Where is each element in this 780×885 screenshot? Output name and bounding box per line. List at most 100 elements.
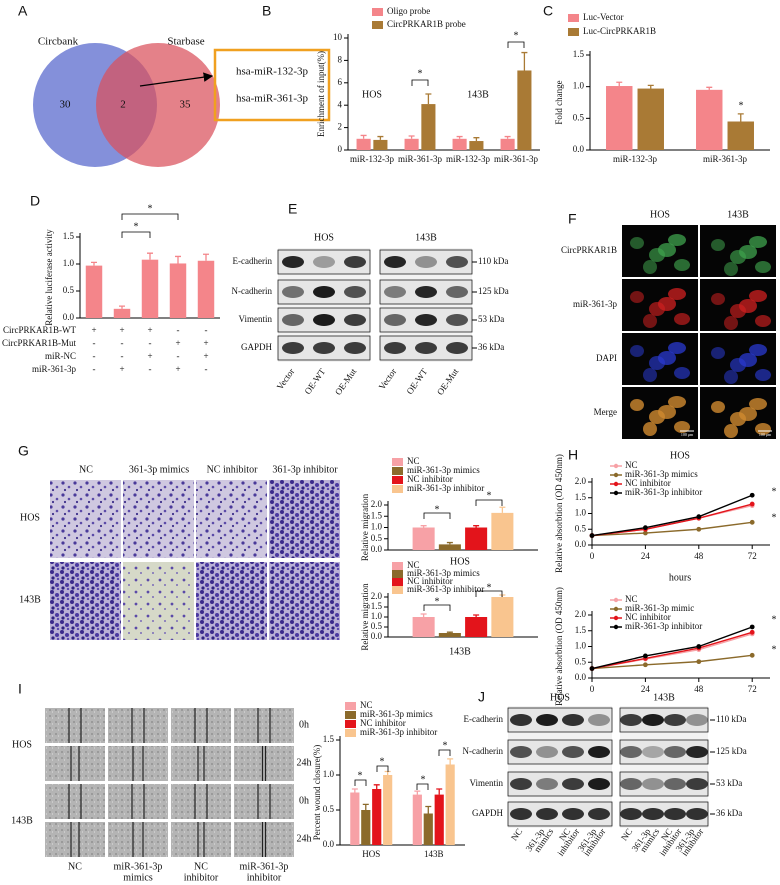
column-label: NC xyxy=(68,861,82,872)
legend-label: NC xyxy=(360,700,373,710)
annotation: * xyxy=(487,582,492,593)
panel-label: A xyxy=(18,3,28,19)
y-tick-label: 0 xyxy=(338,144,343,154)
treatment-mark: - xyxy=(205,325,208,335)
protein-label: N-cadherin xyxy=(232,286,273,296)
protein-label: N-cadherin xyxy=(463,746,504,756)
venn-right xyxy=(96,43,220,167)
legend-label: miR-361-3p inhibitor xyxy=(625,487,702,497)
treatment-mark: - xyxy=(149,338,152,348)
bar xyxy=(85,265,103,318)
annotation: 143B xyxy=(467,89,489,100)
panel-label: I xyxy=(18,681,22,697)
band xyxy=(313,286,335,298)
row-label: HOS xyxy=(12,739,32,750)
lane-label: OE-Mut xyxy=(435,366,461,397)
legend-label: NC inhibitor xyxy=(360,718,406,728)
panel-label: E xyxy=(288,201,297,217)
row-label: miR-NC xyxy=(45,351,76,361)
cell xyxy=(630,237,644,249)
protein-label: GAPDH xyxy=(472,808,504,818)
venn-count: 30 xyxy=(60,99,72,111)
cell xyxy=(749,236,767,248)
band xyxy=(384,314,406,326)
bar xyxy=(438,633,461,637)
legend-label: miR-361-3p inhibitor xyxy=(407,483,484,493)
y-tick-label: 0.0 xyxy=(371,631,383,641)
legend-swatch xyxy=(392,458,403,466)
cell xyxy=(668,288,686,300)
legend-label: NC inhibitor xyxy=(407,576,453,586)
legend-label: miR-361-3p mimics xyxy=(625,469,698,479)
legend-swatch xyxy=(392,570,403,578)
x-tick-label: miR-361-3p xyxy=(398,154,442,164)
bar xyxy=(412,794,422,845)
error-bar xyxy=(447,758,454,765)
y-tick-label: 1.5 xyxy=(371,601,383,611)
y-tick-label: 1.0 xyxy=(371,522,383,532)
y-tick-label: 0.5 xyxy=(323,804,335,814)
y-tick-label: 1.0 xyxy=(371,611,383,621)
series-line xyxy=(591,631,753,670)
cell xyxy=(755,423,771,435)
sig-bracket xyxy=(376,765,389,772)
protein-label: Vimentin xyxy=(470,778,504,788)
point xyxy=(643,662,648,668)
annotation: * xyxy=(739,100,744,111)
band xyxy=(384,342,406,354)
wound-image xyxy=(234,784,294,819)
x-axis-title: hours xyxy=(669,572,691,583)
point xyxy=(643,653,648,659)
row-label: DAPI xyxy=(596,353,617,363)
bar xyxy=(438,544,461,550)
point xyxy=(749,624,755,630)
cell xyxy=(674,421,690,433)
treatment-mark: + xyxy=(203,351,208,361)
sig-bracket xyxy=(507,41,525,48)
error-bar xyxy=(425,805,432,814)
band xyxy=(510,808,532,820)
band xyxy=(588,746,610,758)
legend-swatch xyxy=(392,562,403,570)
sig-bracket xyxy=(121,231,151,238)
treatment-mark: + xyxy=(91,325,96,335)
error-bar xyxy=(377,135,384,140)
y-tick-label: 0.5 xyxy=(575,523,587,533)
x-tick-label: HOS xyxy=(362,849,380,859)
sig-bracket xyxy=(423,512,451,519)
y-tick-label: 8 xyxy=(338,54,343,64)
error-bar xyxy=(420,525,427,528)
cell xyxy=(630,291,644,303)
error-bar xyxy=(473,525,480,528)
time-label: 24h xyxy=(297,757,312,768)
point xyxy=(589,666,595,671)
error-bar xyxy=(384,770,391,775)
legend-swatch xyxy=(392,467,403,475)
bar xyxy=(113,308,131,318)
row-label: miR-361-3p xyxy=(32,364,76,374)
time-label: 0h xyxy=(299,719,309,730)
sig-bracket xyxy=(438,749,451,756)
y-tick-label: 1.5 xyxy=(573,49,585,59)
chart-title: HOS xyxy=(450,556,470,567)
y-tick-label: 1.5 xyxy=(575,625,587,635)
legend-swatch xyxy=(372,21,383,29)
bar xyxy=(197,260,215,318)
band xyxy=(510,746,532,758)
column-label: 361-3p inhibitor xyxy=(272,464,338,475)
cell xyxy=(739,407,757,421)
bar xyxy=(421,104,436,150)
x-tick-label: 24 xyxy=(641,551,651,561)
annotation: * xyxy=(772,644,777,655)
legend-label: miR-361-3p inhibitor xyxy=(625,621,702,631)
legend-label: CircPRKAR1B probe xyxy=(387,19,466,29)
x-tick-label: 48 xyxy=(694,551,704,561)
band xyxy=(686,714,708,726)
y-tick-label: 1.5 xyxy=(63,231,75,241)
x-tick-label: miR-132-3p xyxy=(613,154,657,164)
time-label: 24h xyxy=(297,833,312,844)
x-tick-label: miR-132-3p xyxy=(350,154,394,164)
legend-marker xyxy=(613,490,619,496)
migration-image xyxy=(269,480,340,558)
error-bar xyxy=(499,506,506,513)
